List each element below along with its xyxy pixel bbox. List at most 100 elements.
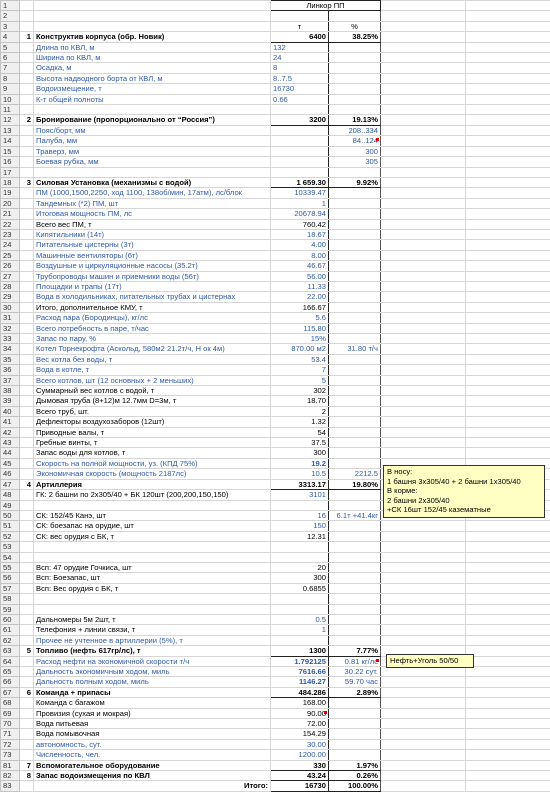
row-number: 32 [0, 322, 20, 335]
section-number [19, 197, 34, 210]
row-number: 23 [0, 228, 20, 241]
section-number [19, 749, 34, 761]
row-number: 1 [0, 0, 20, 12]
row: 9 Водоизмещение, т 16730 [0, 83, 550, 95]
row: 4 1 Конструктив корпуса (обр. Новик) 6400 38… [0, 31, 550, 43]
row-number: 39 [0, 395, 20, 407]
cell [465, 603, 550, 615]
percent-cell [328, 416, 381, 428]
value-cell: 5.6 [270, 312, 329, 324]
cell [380, 551, 466, 563]
comment-marker [324, 710, 327, 714]
row-number: 59 [0, 603, 20, 615]
row: 28 Площадки и трапы (17т) 11.33 [0, 280, 550, 293]
cell [380, 114, 466, 126]
label-cell: Итого, дополнительное КМУ, т [33, 301, 271, 314]
value-cell: 56.00 [270, 270, 329, 282]
row-number: 52 [0, 530, 20, 543]
row-number: 60 [0, 613, 20, 626]
cell [380, 239, 466, 251]
section-number [19, 520, 34, 532]
row: 3 т% [0, 20, 550, 33]
label-cell: Дефлекторы воздухозаборов (12шт) [33, 416, 271, 428]
row: 19 ПМ (1000,1500,2250, ход 1100, 138об/ми… [0, 187, 550, 199]
cell [380, 10, 466, 22]
label-cell: Запас по пару, % [33, 332, 271, 345]
cell [465, 364, 550, 376]
percent-cell: 6.1т +41.4кг [328, 509, 381, 522]
row: 54 [0, 551, 550, 563]
cell [465, 124, 550, 137]
cell [465, 104, 550, 116]
label-cell: Осадка, м [33, 62, 271, 74]
percent-cell [328, 208, 381, 220]
percent-cell [328, 280, 381, 293]
value-cell: 300 [270, 572, 329, 584]
percent-cell: 19.80% [328, 478, 381, 491]
value-cell: 0.6855 [270, 582, 329, 595]
section-number [19, 353, 34, 366]
value-cell: 37.5 [270, 437, 329, 449]
label-cell: Длина по КВЛ, м [33, 41, 271, 54]
section-number [19, 260, 34, 272]
cell [380, 780, 466, 792]
value-cell: 6400 [270, 31, 329, 43]
label-cell: Дальность экономичным ходом, миль [33, 665, 271, 678]
row-number: 55 [0, 561, 20, 574]
row: 55 Всп: 47 орудие Гочкиса, шт 20 [0, 561, 550, 574]
row-number: 44 [0, 447, 20, 459]
cell [380, 749, 466, 761]
row-number: 45 [0, 457, 20, 470]
label-cell: Ширина по КВЛ, м [33, 52, 271, 64]
cell [380, 447, 466, 459]
cell [380, 218, 466, 230]
section-number [19, 20, 34, 33]
section-number [19, 187, 34, 199]
section-number [19, 572, 34, 584]
value-cell [270, 593, 329, 605]
row-number: 30 [0, 301, 20, 314]
cell [465, 395, 550, 407]
row: 53 [0, 541, 550, 553]
section-number [19, 291, 34, 303]
row-number: 53 [0, 541, 20, 553]
percent-cell [328, 572, 381, 584]
row: 15 Траверз, мм 300 [0, 145, 550, 158]
row-number: 72 [0, 738, 20, 751]
cell [380, 416, 466, 428]
value-cell: 0.5 [270, 613, 329, 626]
row: 31 Расход пара (Бородинцы), кг/лс 5.6 [0, 312, 550, 324]
row-number: 4 [0, 31, 20, 43]
cell [465, 291, 550, 303]
row-number: 34 [0, 343, 20, 355]
label-cell: Вода питьевая [33, 718, 271, 730]
row: 62 Прочее не учтенное в артиллерии (5%), … [0, 634, 550, 647]
row: 82 8 Запас водоизмещения по КВЛ 43.24 0.26% [0, 770, 550, 782]
row: 69 Провизия (сухая и мокрая) 90.00 [0, 707, 550, 720]
comment-line: 1 башня 3х305/40 + 2 башни 1х305/40 [387, 476, 521, 486]
percent-cell [328, 52, 381, 64]
percent-cell [328, 593, 381, 605]
cell [465, 166, 550, 178]
row-number: 82 [0, 770, 20, 782]
cell [380, 665, 466, 678]
value-cell: 168.00 [270, 697, 329, 709]
section-number [19, 718, 34, 730]
percent-cell [328, 260, 381, 272]
label-cell: Топливо (нефть 617гр/лс), т [33, 645, 271, 657]
label-cell: Запас воды для котлов, т [33, 447, 271, 459]
row: 59 [0, 603, 550, 615]
comment-line: В корме: [387, 486, 418, 496]
cell [465, 301, 550, 314]
row-number: 15 [0, 145, 20, 158]
row-number: 69 [0, 707, 20, 720]
value-cell: 19.2 [270, 457, 329, 470]
section-number [19, 166, 34, 178]
section-number [19, 322, 34, 335]
percent-cell: 19.13% [328, 114, 381, 126]
cell [465, 197, 550, 210]
label-cell: Телефония + линии связи, т [33, 624, 271, 636]
cell [465, 697, 550, 709]
row-number: 40 [0, 405, 20, 418]
percent-cell: 1.97% [328, 759, 381, 772]
